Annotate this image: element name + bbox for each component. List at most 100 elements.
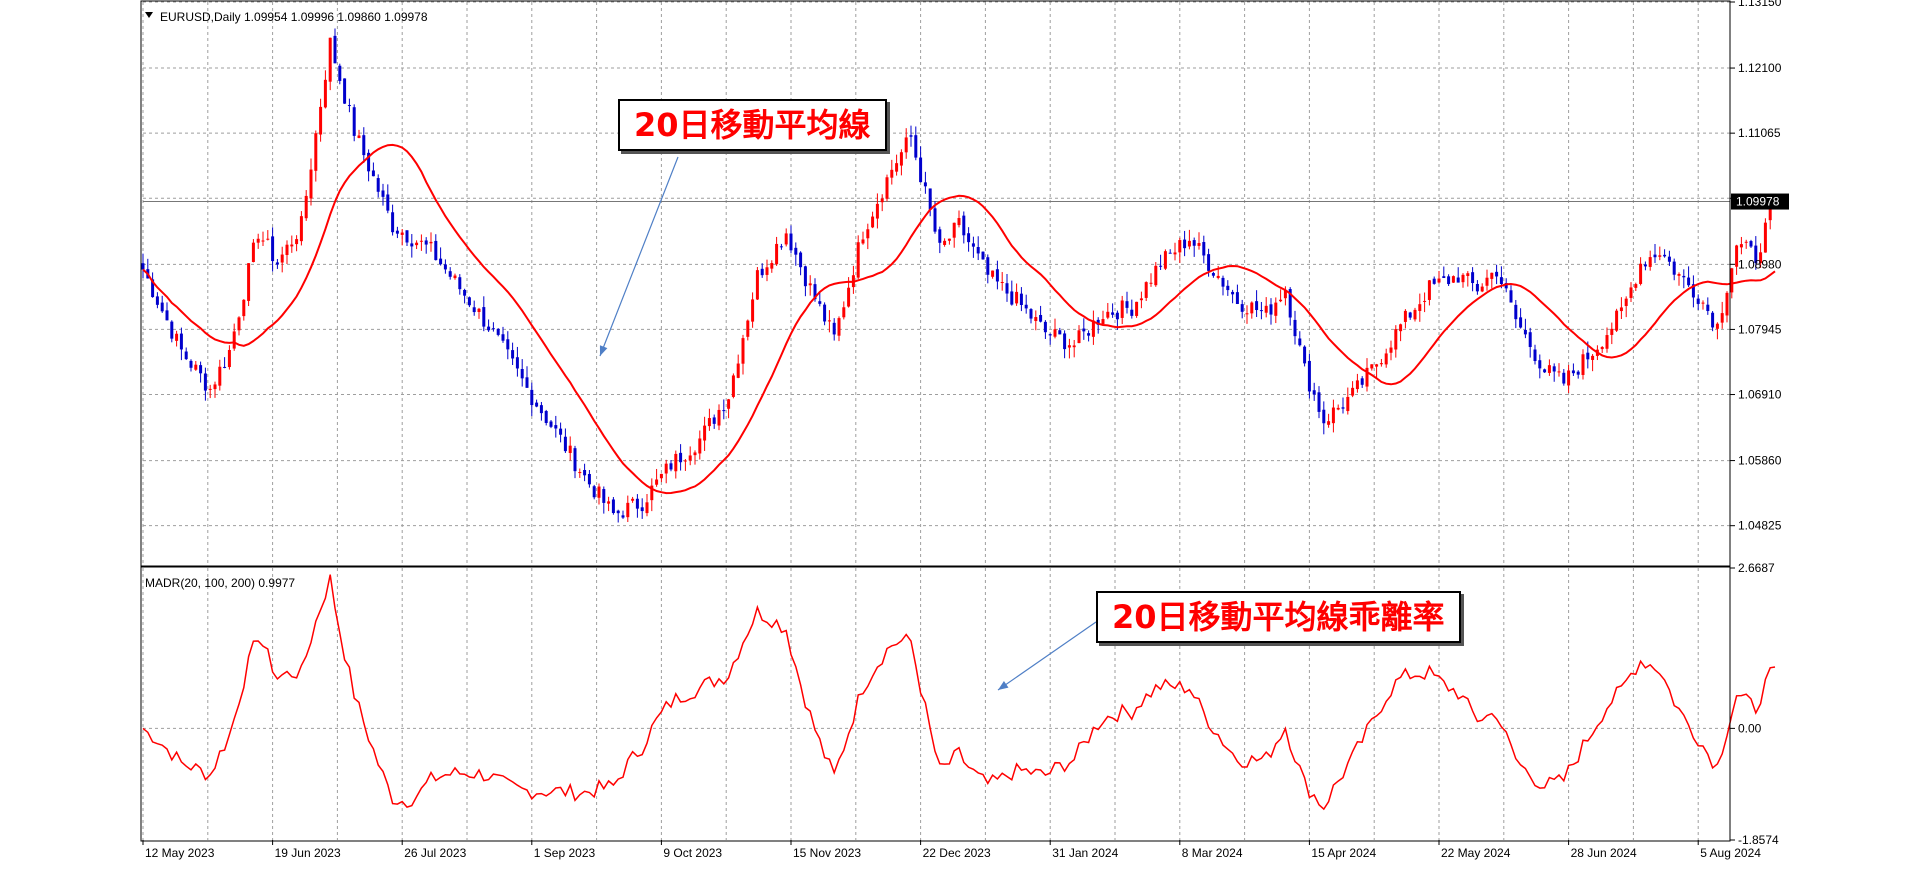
candle <box>1202 235 1206 264</box>
candle <box>765 259 769 282</box>
candle <box>1480 283 1484 293</box>
candle <box>1600 346 1604 354</box>
candle <box>549 419 553 429</box>
chart-menu-triangle-icon[interactable] <box>145 12 153 18</box>
candle <box>367 149 371 182</box>
candle <box>1360 376 1364 388</box>
candle <box>1562 369 1566 386</box>
candle <box>1312 382 1316 401</box>
candle <box>611 497 615 515</box>
candle <box>1759 243 1763 268</box>
candle <box>827 310 831 333</box>
time-tick-label: 15 Nov 2023 <box>793 846 861 860</box>
candle <box>439 247 443 266</box>
candle <box>1139 291 1143 309</box>
candle <box>1658 246 1662 261</box>
candle <box>179 327 183 361</box>
candle <box>242 299 246 321</box>
candle <box>875 193 879 229</box>
candle <box>309 158 313 206</box>
candle <box>1019 287 1023 312</box>
candle <box>1072 339 1076 358</box>
indicator-value-axis[interactable]: 2.6687 0.00 -1.8574 <box>1730 561 1779 847</box>
candle <box>1135 301 1139 318</box>
candle <box>1226 280 1230 296</box>
candle <box>842 301 846 320</box>
candle <box>256 233 260 249</box>
candle <box>1442 266 1446 279</box>
candle <box>727 398 731 419</box>
candle <box>1192 237 1196 257</box>
candle <box>1058 327 1062 335</box>
candle <box>707 408 711 431</box>
candle <box>1130 299 1134 319</box>
candle <box>1379 358 1383 367</box>
candle <box>1183 230 1187 257</box>
candle <box>703 416 707 451</box>
candle <box>376 174 380 198</box>
candle <box>247 263 251 307</box>
candle <box>160 295 164 313</box>
candle <box>1523 318 1527 339</box>
candle <box>1725 291 1729 323</box>
candle <box>165 302 169 321</box>
main-price-axis[interactable]: 1.131501.121001.110651.100301.089801.079… <box>1730 0 1789 533</box>
candle <box>266 230 270 241</box>
candle <box>1307 353 1311 399</box>
candle <box>976 236 980 261</box>
candle <box>1269 298 1273 325</box>
candle <box>1735 244 1739 275</box>
candle <box>698 430 702 460</box>
candle <box>1418 293 1422 322</box>
candle <box>559 422 563 443</box>
candle <box>1591 354 1595 372</box>
candle <box>1495 264 1499 285</box>
candle <box>890 159 894 185</box>
candle <box>928 188 932 217</box>
candle <box>1039 305 1043 323</box>
candle <box>1327 413 1331 428</box>
candle <box>1221 275 1225 296</box>
candle <box>1365 358 1369 392</box>
candle <box>496 328 500 337</box>
candle <box>947 238 951 245</box>
candle <box>837 316 841 342</box>
candle <box>1629 282 1633 303</box>
candle <box>899 149 903 176</box>
candle <box>1341 397 1345 414</box>
candle <box>1197 232 1201 250</box>
candle <box>1111 303 1115 318</box>
candle <box>688 446 692 466</box>
candlestick-series <box>141 28 1777 523</box>
candle <box>1029 308 1033 324</box>
candle <box>1461 273 1465 288</box>
svg-text:1.09978: 1.09978 <box>1736 195 1780 209</box>
candle <box>1375 363 1379 378</box>
candle <box>1125 291 1129 314</box>
time-tick-label: 28 Jun 2024 <box>1571 846 1637 860</box>
madr-line <box>142 574 1776 811</box>
candle <box>357 129 361 139</box>
candle <box>823 302 827 326</box>
candle <box>1624 296 1628 318</box>
candle <box>904 128 908 159</box>
candle <box>760 263 764 278</box>
candle <box>1024 294 1028 314</box>
candle <box>573 445 577 479</box>
candle <box>779 243 783 250</box>
candle <box>597 483 601 505</box>
candle <box>789 225 793 254</box>
candle <box>1077 325 1081 344</box>
candle <box>1485 269 1489 291</box>
candle <box>1245 305 1249 324</box>
candle <box>1514 299 1518 329</box>
candle <box>544 409 548 426</box>
candle <box>386 184 390 214</box>
candle <box>669 460 673 472</box>
time-tick-label: 12 May 2023 <box>145 846 215 860</box>
candle <box>583 463 587 482</box>
time-axis[interactable]: 12 May 2023 19 Jun 2023 26 Jul 2023 1 Sep 2… <box>142 840 1761 860</box>
main-chart-title: EURUSD,Daily 1.09954 1.09996 1.09860 1.0… <box>160 10 428 24</box>
candle <box>343 78 347 104</box>
